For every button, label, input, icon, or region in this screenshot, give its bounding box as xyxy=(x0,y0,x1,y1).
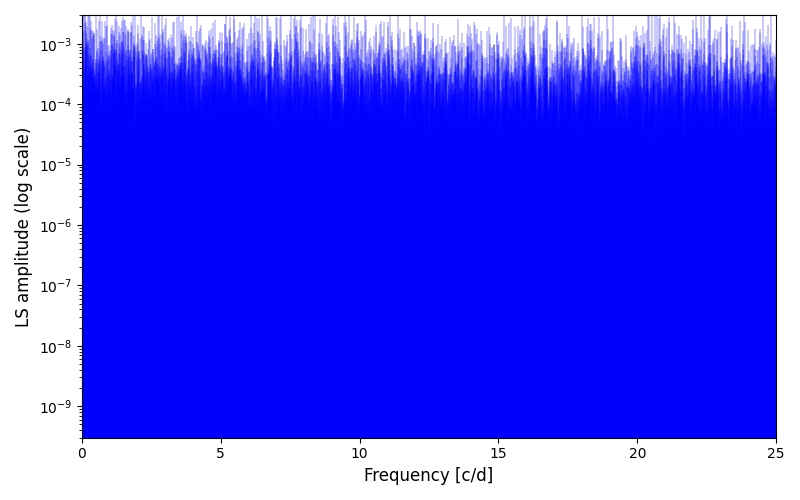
X-axis label: Frequency [c/d]: Frequency [c/d] xyxy=(364,467,494,485)
Y-axis label: LS amplitude (log scale): LS amplitude (log scale) xyxy=(15,126,33,326)
